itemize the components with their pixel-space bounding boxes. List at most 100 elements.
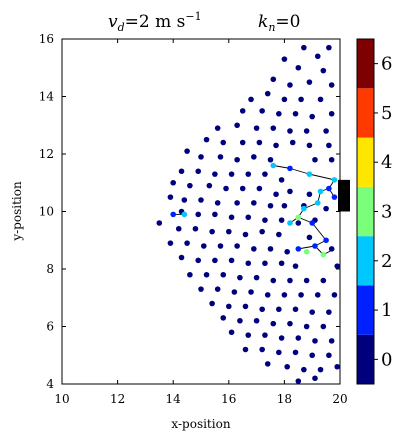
data-point [306,142,313,149]
data-point [331,292,338,298]
data-point [303,323,310,330]
data-point [237,317,243,324]
data-point [323,205,329,212]
data-point [231,289,238,295]
data-point [184,240,190,246]
data-point [214,286,221,292]
data-point [198,197,204,203]
data-point [303,128,310,134]
data-point [309,113,316,120]
data-point [267,246,274,252]
cluster-link [273,165,291,169]
data-point [323,237,329,244]
colorbar-segment [357,39,374,89]
data-point [289,139,296,146]
data-point [226,303,232,310]
data-point [306,171,313,177]
data-point [242,231,249,238]
chart-title-right: kn=0 [258,12,300,34]
data-point [212,171,218,177]
data-point [328,110,335,117]
data-point [295,220,302,226]
data-point [298,96,304,103]
title-left-sub: d [118,21,125,34]
data-point [226,228,232,235]
data-point [284,248,290,255]
data-point [334,263,341,269]
data-point [326,185,332,192]
data-point [278,217,285,223]
data-point [309,220,316,226]
x-tick-label: 10 [54,392,69,406]
x-tick-label: 18 [277,392,292,406]
data-point [273,142,279,149]
y-tick-label: 14 [39,90,55,104]
data-point [278,177,285,183]
colorbar: 0 1 2 3 4 5 6 [356,38,392,385]
data-point [317,366,324,373]
data-point [262,332,268,338]
data-point [237,274,243,281]
data-point [276,306,282,313]
data-point [209,300,215,307]
data-point [212,257,218,264]
data-point [292,110,299,117]
plot-frame [61,38,341,385]
data-point [298,292,304,298]
data-point [295,64,302,71]
x-axis-label: x-position [171,417,230,431]
data-point [287,128,293,134]
data-point [309,309,316,315]
data-point [234,200,240,206]
data-point [264,292,271,298]
exit-door [338,179,350,212]
y-tick-label: 16 [39,32,54,46]
title-left-sup: −1 [185,10,201,23]
y-tick-label: 10 [39,205,54,219]
data-point [287,320,293,327]
data-point [278,335,285,341]
data-point [301,366,307,373]
data-point [295,214,302,221]
data-point [314,53,321,60]
data-point [323,128,329,134]
data-point [328,82,335,88]
data-point [312,375,318,382]
data-point [264,361,271,367]
data-point [239,139,246,146]
data-point [217,154,224,160]
data-point [326,44,332,51]
data-point [220,315,227,321]
data-point [245,171,252,177]
data-point [214,200,221,206]
data-point [203,136,210,143]
data-point [317,188,324,195]
data-point [228,257,235,264]
data-point [175,225,182,232]
data-point [217,243,224,249]
data-point [334,363,341,370]
data-point [295,378,302,384]
data-point [312,156,318,163]
data-point [245,214,252,221]
data-point [248,96,254,103]
data-point [273,191,279,198]
data-point [326,352,332,359]
data-point [264,90,271,97]
data-point [259,108,265,114]
data-point [320,251,327,258]
data-point [245,260,252,267]
data-point [245,332,252,338]
data-point [167,194,174,200]
data-point [228,171,235,177]
y-ticks: 4 6 8 10 12 14 16 [39,32,340,391]
data-point [303,277,310,284]
data-point [178,168,185,175]
data-point [203,271,210,278]
data-point [234,156,240,163]
title-right-sub: n [268,21,275,34]
data-point [278,260,285,267]
data-point [276,110,282,117]
data-point [223,185,229,192]
